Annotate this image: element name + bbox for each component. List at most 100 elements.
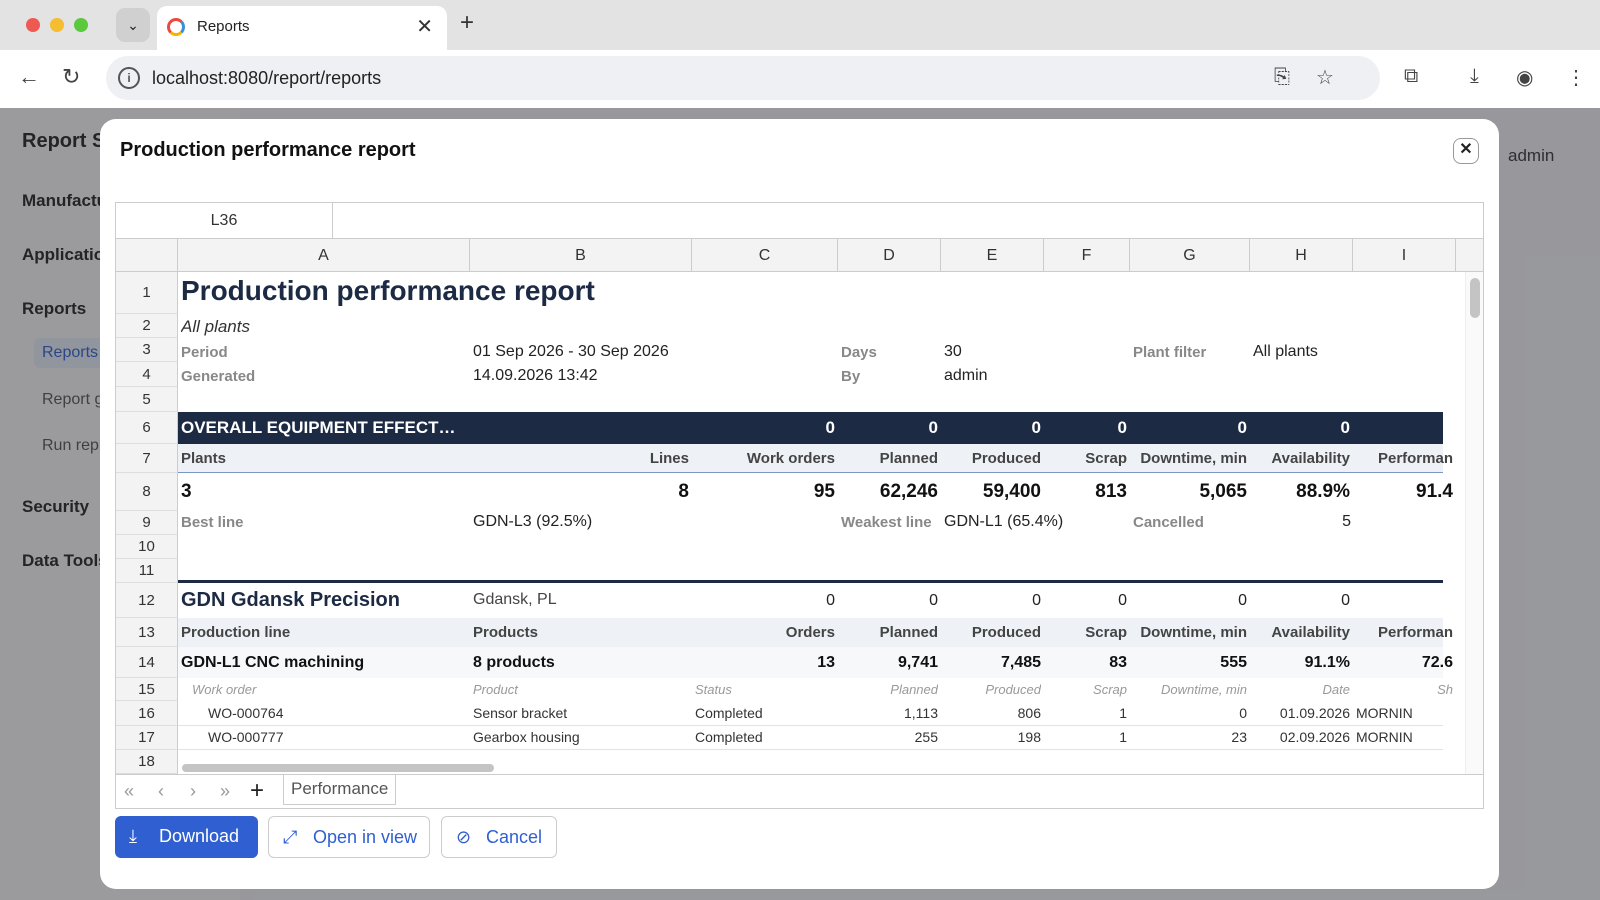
back-icon[interactable]: ← xyxy=(18,64,40,89)
new-tab-button[interactable]: + xyxy=(460,9,475,36)
extensions-icon[interactable]: ⧉ xyxy=(1404,65,1419,87)
bookmark-star-icon[interactable]: ☆ xyxy=(1316,67,1334,89)
file-preview-modal: Production performance report ✕ L36 A B … xyxy=(100,119,1499,889)
column-header-b[interactable]: B xyxy=(470,239,692,272)
download-label: Download xyxy=(159,826,240,846)
sidebar-item-security[interactable]: Security xyxy=(22,497,90,516)
sidebar-subitem-report-g[interactable]: Report g xyxy=(42,391,104,408)
row-header[interactable]: 11 xyxy=(116,559,178,583)
row-header[interactable]: 4 xyxy=(116,362,178,387)
summary-value: 62,246 xyxy=(879,481,938,502)
column-header-g[interactable]: G xyxy=(1130,239,1250,272)
row-header[interactable]: 17 xyxy=(116,726,178,750)
column-header-c[interactable]: C xyxy=(692,239,838,272)
minimize-window-button[interactable] xyxy=(50,18,64,32)
first-sheet-icon[interactable]: « xyxy=(124,781,135,801)
download-button[interactable]: ⤓ Download xyxy=(115,816,258,858)
sidebar-item-manufacturing[interactable]: Manufactu xyxy=(22,191,107,210)
line-header: Products xyxy=(473,624,539,641)
row-header[interactable]: 9 xyxy=(116,511,178,535)
row-divider xyxy=(178,725,1443,726)
tab-search-button[interactable]: ⌄ xyxy=(116,8,150,42)
add-sheet-icon[interactable]: + xyxy=(250,777,265,804)
column-header-a[interactable]: A xyxy=(178,239,470,272)
maximize-window-button[interactable] xyxy=(74,18,88,32)
work-order-header: Product xyxy=(473,682,518,697)
vertical-scrollbar[interactable] xyxy=(1465,272,1483,774)
line-header: Produced xyxy=(971,624,1041,641)
work-order-cell: Completed xyxy=(695,729,763,745)
sidebar-subitem-run-rep[interactable]: Run rep xyxy=(42,437,99,454)
line-header: Availability xyxy=(1271,624,1350,641)
oee-value: 0 xyxy=(1340,418,1350,437)
row-header[interactable]: 1 xyxy=(116,272,178,314)
summary-header: Planned xyxy=(879,450,938,467)
row-header[interactable]: 16 xyxy=(116,701,178,726)
cancel-icon: ⊘ xyxy=(456,827,472,847)
plant-value: 0 xyxy=(1118,592,1127,609)
work-order-header: Planned xyxy=(890,682,938,697)
column-header-e[interactable]: E xyxy=(941,239,1044,272)
browser-tab[interactable]: Reports ✕ xyxy=(157,6,447,50)
site-info-icon[interactable]: i xyxy=(118,67,140,89)
cancel-button[interactable]: ⊘ Cancel xyxy=(441,816,557,858)
by-label: By xyxy=(841,368,861,385)
summary-header: Scrap xyxy=(1085,450,1127,467)
favicon-icon xyxy=(167,18,185,36)
period-value: 01 Sep 2026 - 30 Sep 2026 xyxy=(473,343,669,360)
summary-header-band xyxy=(178,444,1443,473)
row-header[interactable]: 13 xyxy=(116,618,178,647)
close-window-button[interactable] xyxy=(26,18,40,32)
row-divider xyxy=(178,749,1443,750)
close-tab-icon[interactable]: ✕ xyxy=(416,16,433,38)
column-header-f[interactable]: F xyxy=(1044,239,1130,272)
install-icon[interactable]: ⎘ xyxy=(1274,66,1290,88)
column-header-h[interactable]: H xyxy=(1250,239,1353,272)
corner-cell[interactable] xyxy=(116,239,178,272)
sheet-grid[interactable]: 1 2 3 4 5 6 7 8 9 10 11 12 13 14 15 16 1… xyxy=(116,272,1483,774)
user-name[interactable]: admin xyxy=(1508,146,1555,165)
plant-divider xyxy=(178,580,1443,583)
line-header-band xyxy=(178,618,1443,647)
row-header[interactable]: 15 xyxy=(116,678,178,701)
line-header: Planned xyxy=(879,624,938,641)
work-order-cell: 1 xyxy=(1119,705,1127,721)
row-header[interactable]: 10 xyxy=(116,535,178,559)
sidebar-item-reports[interactable]: Reports xyxy=(22,299,87,318)
row-header[interactable]: 7 xyxy=(116,444,178,473)
row-header[interactable]: 12 xyxy=(116,583,178,618)
oee-band xyxy=(178,412,1443,444)
reload-icon[interactable]: ↻ xyxy=(62,64,81,89)
open-in-view-button[interactable]: ⤢ Open in view xyxy=(268,816,430,858)
last-sheet-icon[interactable]: » xyxy=(220,781,231,801)
profile-icon[interactable]: ◉ xyxy=(1516,67,1534,89)
prev-sheet-icon[interactable]: ‹ xyxy=(158,781,164,801)
row-header[interactable]: 8 xyxy=(116,473,178,511)
column-header-i[interactable]: I xyxy=(1353,239,1456,272)
row-header[interactable]: 3 xyxy=(116,338,178,362)
sheet-tab-performance[interactable]: Performance xyxy=(283,775,397,805)
next-sheet-icon[interactable]: › xyxy=(190,781,196,801)
formula-bar[interactable] xyxy=(333,203,1483,239)
work-order-cell: Gearbox housing xyxy=(473,729,580,745)
row-header[interactable]: 18 xyxy=(116,750,178,774)
row-header[interactable]: 14 xyxy=(116,647,178,678)
line-header: Production line xyxy=(181,624,291,641)
url-field[interactable]: i localhost:8080/report/reports ⎘ ☆ xyxy=(106,56,1380,100)
sidebar-subitem-reports[interactable]: Reports xyxy=(34,338,107,368)
line-value: 555 xyxy=(1220,654,1247,671)
sidebar-item-data-tools[interactable]: Data Tools xyxy=(22,551,108,570)
row-header[interactable]: 5 xyxy=(116,387,178,412)
horizontal-scrollbar[interactable] xyxy=(178,760,1443,774)
work-order-cell: 01.09.2026 xyxy=(1279,705,1350,721)
column-header-d[interactable]: D xyxy=(838,239,941,272)
row-header[interactable]: 2 xyxy=(116,314,178,338)
plant-value: 0 xyxy=(1032,592,1041,609)
cell-name-box[interactable]: L36 xyxy=(116,203,333,239)
close-icon[interactable]: ✕ xyxy=(1453,138,1479,164)
sidebar-item-application[interactable]: Applicatio xyxy=(22,245,105,264)
menu-icon[interactable]: ⋮ xyxy=(1566,67,1586,89)
download-icon[interactable]: ⤓ xyxy=(1470,65,1479,87)
row-header[interactable]: 6 xyxy=(116,412,178,444)
oee-value: 0 xyxy=(1031,418,1041,437)
